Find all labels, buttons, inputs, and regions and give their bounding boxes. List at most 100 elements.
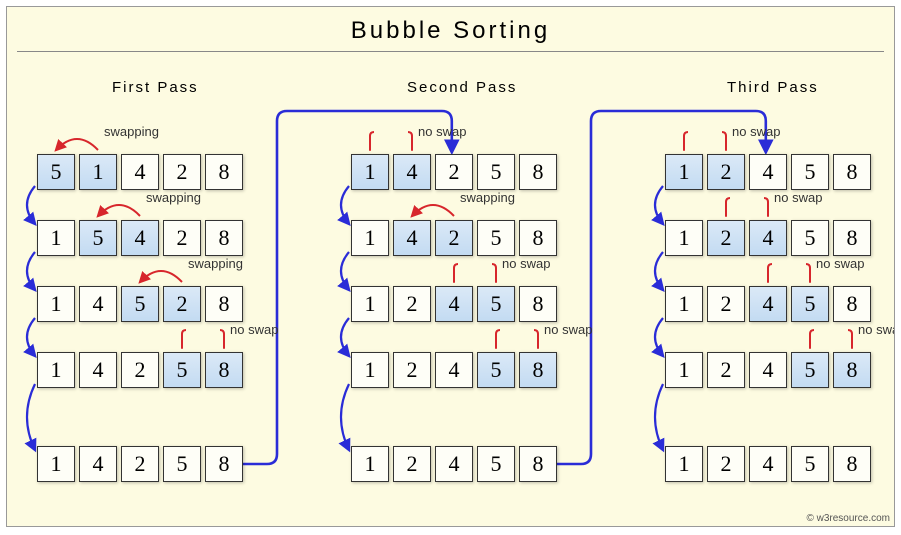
- noswap-label: no swap: [502, 256, 550, 271]
- diagram-frame: Bubble Sorting © w3resource.com First Pa…: [6, 6, 895, 527]
- array-cell: 1: [37, 286, 75, 322]
- noswap-label: no swap: [544, 322, 592, 337]
- array-cell: 4: [393, 154, 431, 190]
- array-cell: 5: [477, 446, 515, 482]
- array-cell: 4: [749, 352, 787, 388]
- array-cell: 2: [163, 220, 201, 256]
- array-cell: 5: [477, 154, 515, 190]
- array-cell: 8: [833, 352, 871, 388]
- array-cell: 4: [749, 446, 787, 482]
- array-cell: 1: [665, 446, 703, 482]
- array-row: 12458: [665, 446, 875, 482]
- array-cell: 4: [79, 286, 117, 322]
- array-cell: 1: [351, 154, 389, 190]
- array-cell: 8: [205, 352, 243, 388]
- credit-text: © w3resource.com: [806, 513, 890, 524]
- array-cell: 5: [791, 352, 829, 388]
- noswap-label: no swap: [858, 322, 895, 337]
- array-cell: 8: [205, 220, 243, 256]
- array-cell: 8: [519, 154, 557, 190]
- pass-label: First Pass: [112, 79, 199, 96]
- array-cell: 8: [833, 154, 871, 190]
- array-row: 14258: [351, 220, 561, 256]
- array-cell: 5: [477, 220, 515, 256]
- array-cell: 4: [393, 220, 431, 256]
- array-cell: 2: [707, 154, 745, 190]
- array-cell: 2: [163, 154, 201, 190]
- array-row: 12458: [351, 286, 561, 322]
- swap-label: swapping: [460, 190, 515, 205]
- array-cell: 8: [519, 286, 557, 322]
- array-cell: 2: [435, 154, 473, 190]
- array-cell: 1: [665, 220, 703, 256]
- array-cell: 1: [37, 446, 75, 482]
- array-cell: 1: [665, 286, 703, 322]
- array-row: 12458: [665, 286, 875, 322]
- array-cell: 4: [749, 220, 787, 256]
- array-cell: 4: [121, 220, 159, 256]
- noswap-label: no swap: [418, 124, 466, 139]
- array-cell: 4: [121, 154, 159, 190]
- array-cell: 5: [121, 286, 159, 322]
- array-cell: 5: [37, 154, 75, 190]
- array-cell: 8: [833, 220, 871, 256]
- noswap-label: no swap: [774, 190, 822, 205]
- array-cell: 5: [477, 286, 515, 322]
- array-row: 15428: [37, 220, 247, 256]
- array-cell: 1: [37, 220, 75, 256]
- pass-label: Second Pass: [407, 79, 517, 96]
- array-cell: 2: [707, 220, 745, 256]
- array-cell: 2: [707, 446, 745, 482]
- array-cell: 8: [519, 352, 557, 388]
- array-row: 12458: [351, 352, 561, 388]
- array-cell: 4: [749, 154, 787, 190]
- array-row: 14258: [351, 154, 561, 190]
- array-cell: 8: [519, 446, 557, 482]
- array-cell: 2: [163, 286, 201, 322]
- title-divider: [17, 51, 884, 52]
- array-cell: 5: [79, 220, 117, 256]
- array-cell: 1: [351, 286, 389, 322]
- array-cell: 8: [833, 446, 871, 482]
- array-row: 12458: [665, 154, 875, 190]
- array-row: 12458: [665, 220, 875, 256]
- array-cell: 5: [791, 154, 829, 190]
- array-cell: 1: [351, 352, 389, 388]
- array-cell: 2: [393, 286, 431, 322]
- array-cell: 2: [393, 352, 431, 388]
- array-cell: 5: [163, 352, 201, 388]
- array-cell: 4: [435, 446, 473, 482]
- array-cell: 4: [79, 352, 117, 388]
- array-cell: 2: [121, 446, 159, 482]
- array-cell: 5: [791, 446, 829, 482]
- array-cell: 8: [205, 154, 243, 190]
- swap-label: swapping: [104, 124, 159, 139]
- array-cell: 4: [435, 286, 473, 322]
- array-row: 14258: [37, 352, 247, 388]
- array-cell: 2: [707, 286, 745, 322]
- array-row: 14258: [37, 446, 247, 482]
- swap-label: swapping: [146, 190, 201, 205]
- array-cell: 8: [519, 220, 557, 256]
- array-cell: 4: [435, 352, 473, 388]
- array-cell: 8: [205, 286, 243, 322]
- noswap-label: no swap: [816, 256, 864, 271]
- array-cell: 5: [791, 286, 829, 322]
- array-row: 12458: [351, 446, 561, 482]
- array-cell: 2: [435, 220, 473, 256]
- array-cell: 4: [749, 286, 787, 322]
- pass-label: Third Pass: [727, 79, 819, 96]
- array-cell: 5: [477, 352, 515, 388]
- array-cell: 1: [665, 154, 703, 190]
- array-cell: 1: [79, 154, 117, 190]
- array-cell: 1: [351, 446, 389, 482]
- array-cell: 2: [707, 352, 745, 388]
- diagram-title: Bubble Sorting: [7, 7, 894, 51]
- array-cell: 2: [121, 352, 159, 388]
- array-row: 12458: [665, 352, 875, 388]
- array-row: 14528: [37, 286, 247, 322]
- noswap-label: no swap: [732, 124, 780, 139]
- array-cell: 1: [351, 220, 389, 256]
- array-cell: 5: [163, 446, 201, 482]
- array-row: 51428: [37, 154, 247, 190]
